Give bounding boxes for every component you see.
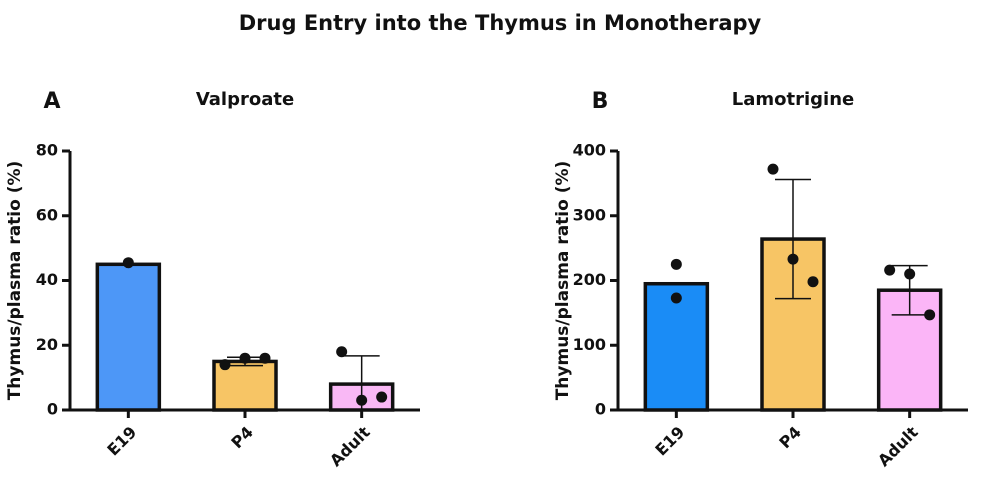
data-point (807, 276, 819, 288)
y-tick-label: 60 (36, 205, 58, 224)
y-tick-label: 40 (36, 270, 58, 289)
data-point (219, 359, 231, 371)
y-tick-label: 400 (573, 141, 606, 160)
data-point (670, 258, 682, 270)
data-point (122, 257, 134, 269)
y-tick-label: 80 (36, 141, 58, 160)
data-point (884, 264, 896, 276)
y-tick-label: 0 (595, 400, 606, 419)
y-tick-label: 0 (47, 400, 58, 419)
figure-title: Drug Entry into the Thymus in Monotherap… (239, 11, 762, 35)
x-tick-label: P4 (775, 423, 805, 453)
y-axis-label: Thymus/plasma ratio (%) (5, 161, 25, 401)
panel-label: B (592, 89, 609, 114)
data-point (356, 394, 368, 406)
x-tick-label: Adult (326, 422, 374, 470)
data-point (904, 268, 916, 280)
data-point (670, 292, 682, 304)
chart-title: Valproate (196, 89, 294, 110)
data-point (239, 352, 251, 364)
bar (95, 262, 162, 412)
data-point (336, 346, 348, 358)
y-tick-label: 200 (573, 270, 606, 289)
x-tick-label: P4 (227, 423, 257, 453)
y-axis-label: Thymus/plasma ratio (%) (553, 161, 573, 401)
chart-title: Lamotrigine (732, 89, 854, 110)
x-tick-label: E19 (103, 423, 140, 460)
x-tick-label: Adult (874, 422, 922, 470)
data-point (259, 352, 271, 364)
y-tick-label: 300 (573, 205, 606, 224)
panel-label: A (43, 89, 60, 114)
data-point (376, 391, 388, 403)
y-tick-label: 20 (36, 335, 58, 354)
data-point (767, 163, 779, 175)
x-tick-label: E19 (651, 423, 688, 460)
data-point (924, 309, 936, 321)
bar (643, 281, 710, 412)
y-tick-label: 100 (573, 335, 606, 354)
data-point (787, 253, 799, 265)
